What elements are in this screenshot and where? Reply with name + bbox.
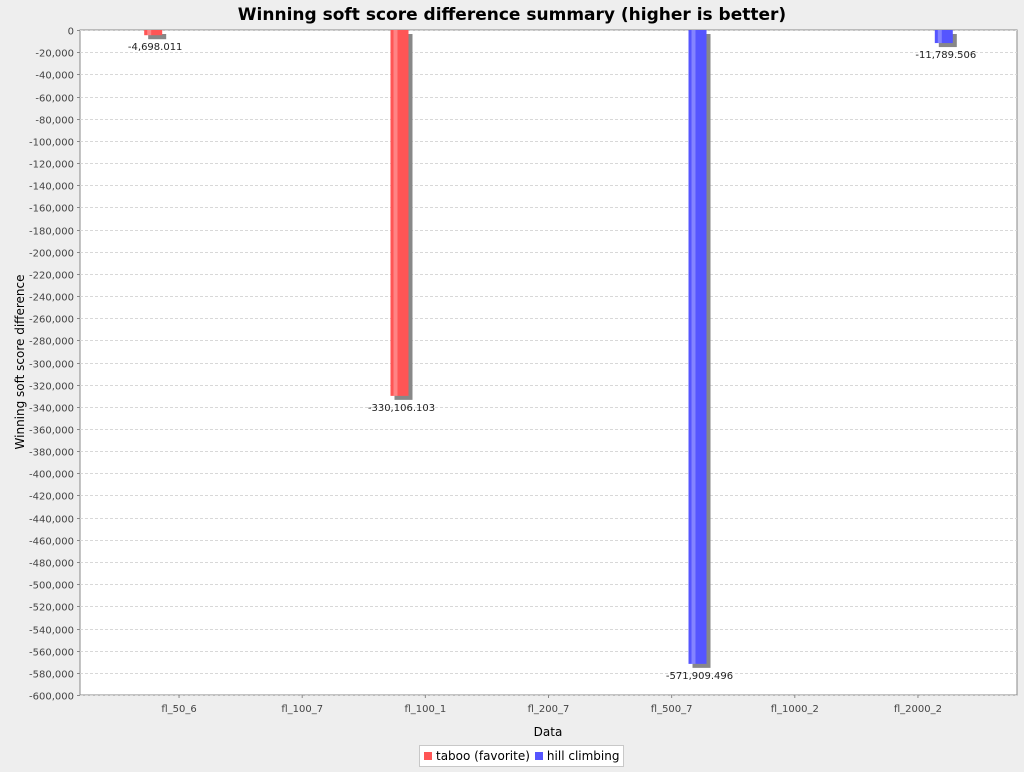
bar bbox=[144, 30, 163, 36]
y-tick-label: -320,000 bbox=[29, 382, 74, 393]
legend-item-taboo: taboo (favorite) bbox=[424, 749, 530, 763]
bar-highlight bbox=[691, 30, 696, 664]
y-tick-label: -380,000 bbox=[29, 448, 74, 459]
y-tick-label: -220,000 bbox=[29, 271, 74, 282]
legend-label-taboo: taboo (favorite) bbox=[436, 749, 530, 763]
x-tick-label: fl_100_7 bbox=[281, 704, 323, 715]
grid-layer bbox=[80, 30, 1017, 696]
data-label: -330,106.103 bbox=[368, 403, 435, 414]
y-tick-label: -280,000 bbox=[29, 337, 74, 348]
legend-label-hill-climbing: hill climbing bbox=[546, 749, 620, 763]
data-label: -4,698.011 bbox=[128, 42, 183, 53]
y-tick-label: -460,000 bbox=[29, 537, 74, 548]
data-label: -11,789.506 bbox=[915, 50, 976, 61]
y-tick-label: -360,000 bbox=[29, 426, 74, 437]
x-axis-label: Data bbox=[534, 725, 563, 739]
y-axis-label: Winning soft score difference bbox=[13, 275, 27, 450]
bar-highlight bbox=[393, 30, 398, 396]
legend-swatch-taboo bbox=[424, 752, 432, 760]
legend-swatch-hill-climbing bbox=[534, 752, 543, 760]
y-tick-label: -560,000 bbox=[29, 648, 74, 659]
y-tick-label: -520,000 bbox=[29, 603, 74, 614]
y-tick-label: -440,000 bbox=[29, 515, 74, 526]
bar-highlight bbox=[937, 30, 942, 44]
y-tick-label: -300,000 bbox=[29, 360, 74, 371]
x-tick-label: fl_200_7 bbox=[528, 704, 570, 715]
bar bbox=[390, 30, 409, 396]
bar bbox=[934, 30, 953, 44]
y-tick-label: -240,000 bbox=[29, 293, 74, 304]
data-label: -571,909.496 bbox=[666, 671, 733, 682]
y-tick-label: -540,000 bbox=[29, 626, 74, 637]
y-tick-label: -500,000 bbox=[29, 581, 74, 592]
y-tick-label: -160,000 bbox=[29, 204, 74, 215]
x-tick-label: fl_1000_2 bbox=[771, 704, 819, 715]
x-tick-label: fl_2000_2 bbox=[894, 704, 942, 715]
bar-shadow bbox=[148, 34, 167, 40]
x-tick-label: fl_100_1 bbox=[404, 704, 446, 715]
y-tick-label: -120,000 bbox=[29, 160, 74, 171]
bar-layer: -4,698.011 -330,106.103 -571,909.496 -11,78… bbox=[128, 30, 976, 682]
bar bbox=[688, 30, 707, 664]
y-tick-label: -420,000 bbox=[29, 492, 74, 503]
y-tick-label: -80,000 bbox=[35, 116, 74, 127]
y-tick-label: -40,000 bbox=[35, 71, 74, 82]
y-tick-label: -140,000 bbox=[29, 182, 74, 193]
y-tick-label: -20,000 bbox=[35, 49, 74, 60]
y-tick-label: -260,000 bbox=[29, 315, 74, 326]
y-tick-label: -480,000 bbox=[29, 559, 74, 570]
y-tick-label: -580,000 bbox=[29, 670, 74, 681]
plot-area bbox=[79, 29, 1018, 696]
legend-item-hill-climbing: hill climbing bbox=[534, 749, 620, 763]
legend: taboo (favorite) hill climbing bbox=[419, 745, 625, 767]
y-tick-label: -100,000 bbox=[29, 138, 74, 149]
y-axis-ticks: 0 -20,000 -40,000 -60,000 -80,000 -100,000 -12… bbox=[29, 27, 80, 703]
chart-title: Winning soft score difference summary (h… bbox=[238, 5, 786, 25]
y-tick-label: -180,000 bbox=[29, 227, 74, 238]
y-tick-label: -400,000 bbox=[29, 470, 74, 481]
y-tick-label: -200,000 bbox=[29, 249, 74, 260]
x-tick-label: fl_50_6 bbox=[161, 704, 196, 715]
y-tick-label: 0 bbox=[68, 27, 74, 38]
y-tick-label: -60,000 bbox=[35, 94, 74, 105]
y-tick-label: -600,000 bbox=[29, 692, 74, 703]
x-tick-label: fl_500_7 bbox=[651, 704, 693, 715]
y-tick-label: -340,000 bbox=[29, 404, 74, 415]
bar-highlight bbox=[147, 30, 152, 36]
x-axis-ticks: fl_50_6 fl_100_7 fl_100_1 fl_200_7 fl_500_7 f… bbox=[161, 695, 942, 715]
